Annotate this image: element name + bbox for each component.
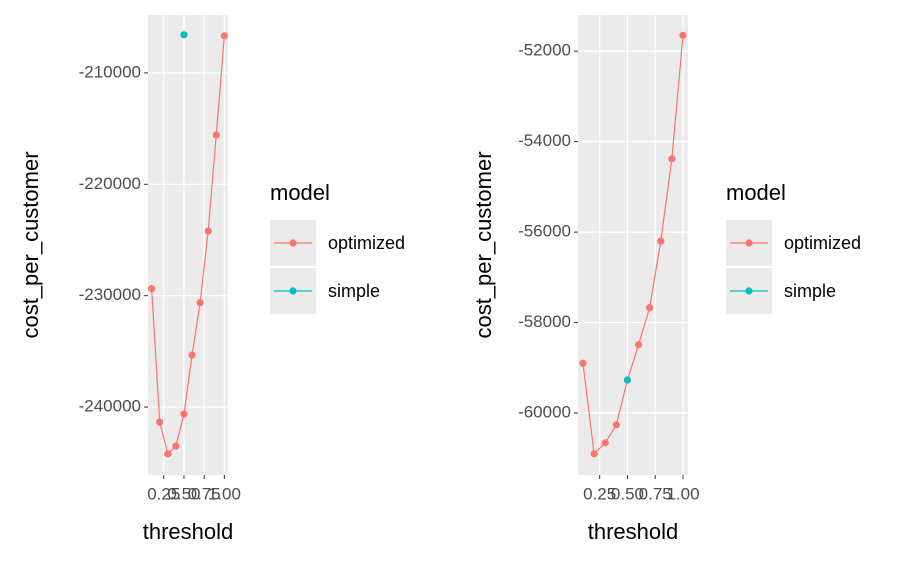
point — [212, 131, 220, 139]
y-tick-label: -54000 — [518, 131, 571, 150]
x-tick-label: 0.25 — [583, 484, 616, 503]
y-tick-label: -56000 — [518, 222, 571, 241]
legend-label: optimized — [784, 233, 861, 253]
point — [623, 376, 632, 384]
point — [164, 450, 172, 458]
x-axis-title: threshold — [143, 519, 234, 544]
y-axis-title: cost_per_customer — [18, 151, 43, 338]
x-tick-label: 0.75 — [188, 484, 221, 503]
legend: model optimized simple — [270, 180, 405, 314]
y-tick-label: -52000 — [518, 41, 571, 60]
point — [590, 450, 598, 458]
legend-title: model — [270, 180, 330, 205]
point — [156, 418, 164, 426]
x-tick-label: 0.75 — [639, 484, 672, 503]
legend-key-point — [745, 287, 753, 295]
legend-key-point — [745, 239, 753, 247]
legend-label: optimized — [328, 233, 405, 253]
series-line — [582, 35, 684, 456]
panel-background — [148, 15, 228, 475]
x-axis-title: threshold — [588, 519, 679, 544]
point — [180, 410, 188, 418]
y-tick-label: -58000 — [518, 312, 571, 331]
legend-label: simple — [328, 281, 380, 301]
point — [601, 439, 609, 447]
point — [612, 421, 620, 429]
x-tick-label: 1.00 — [666, 484, 699, 503]
y-tick-label: -220000 — [79, 174, 141, 193]
y-axis-title: cost_per_customer — [471, 151, 496, 338]
point — [196, 299, 204, 307]
point — [204, 227, 212, 235]
x-tick-label: 0.50 — [167, 484, 200, 503]
series-line — [151, 35, 225, 455]
point — [668, 155, 676, 163]
y-tick-label: -60000 — [518, 403, 571, 422]
legend-key-point — [289, 239, 297, 247]
legend: model optimized simple — [726, 180, 861, 314]
y-tick-label: -230000 — [79, 285, 141, 304]
point — [180, 31, 188, 39]
point — [188, 351, 196, 359]
legend-title: model — [726, 180, 786, 205]
y-tick-label: -240000 — [79, 397, 141, 416]
point — [172, 442, 180, 450]
point — [579, 359, 587, 367]
point — [646, 304, 654, 312]
legend-label: simple — [784, 281, 836, 301]
x-tick-label: 1.00 — [208, 484, 241, 503]
x-tick-label: 0.50 — [611, 484, 644, 503]
point — [220, 32, 228, 40]
x-tick-label: 0.25 — [147, 484, 180, 503]
panel-background — [578, 15, 688, 475]
legend-key-point — [289, 287, 297, 295]
point — [679, 31, 687, 39]
point — [634, 341, 643, 349]
y-tick-label: -210000 — [79, 62, 141, 81]
point — [657, 237, 665, 245]
point — [148, 285, 156, 293]
